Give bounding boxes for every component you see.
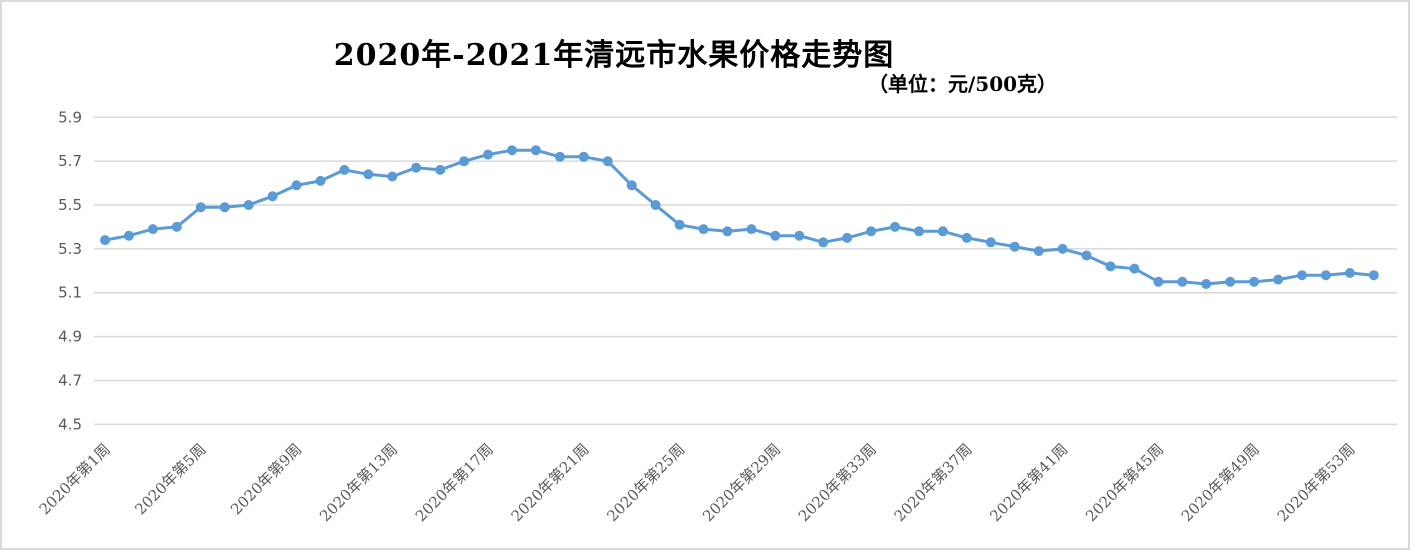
- data-point-marker: [1153, 276, 1164, 287]
- data-point-marker: [435, 164, 446, 175]
- y-tick-label: 4.7: [58, 371, 82, 389]
- x-tick-label: 2020年第53周: [1274, 440, 1359, 525]
- data-point-marker: [123, 230, 134, 241]
- x-tick-label: 2020年第17周: [412, 440, 497, 525]
- data-point-marker: [267, 191, 278, 202]
- data-point-marker: [100, 235, 110, 246]
- x-tick-label: 2020年第49周: [1178, 440, 1263, 525]
- data-point-marker: [530, 145, 541, 156]
- y-tick-label: 5.7: [58, 152, 82, 170]
- data-point-marker: [363, 169, 374, 180]
- data-point-marker: [1057, 243, 1068, 254]
- data-point-marker: [890, 221, 900, 232]
- data-point-marker: [722, 226, 733, 237]
- data-point-marker: [818, 237, 829, 248]
- data-point-marker: [554, 151, 565, 162]
- data-point-marker: [243, 200, 254, 210]
- y-tick-label: 4.5: [58, 415, 82, 433]
- y-axis-tick-labels: 5.9 5.7 5.5 5.3 5.1 4.9 4.7 4.5: [58, 108, 82, 433]
- data-point-marker: [1081, 250, 1092, 261]
- data-point-marker: [1009, 241, 1020, 252]
- data-point-marker: [219, 202, 230, 213]
- data-point-marker: [1368, 270, 1379, 281]
- data-point-marker: [1344, 268, 1355, 278]
- data-point-marker: [1105, 261, 1116, 272]
- data-point-marker: [483, 149, 493, 160]
- data-point-marker: [147, 224, 158, 235]
- x-tick-label: 2020年第1周: [36, 440, 114, 518]
- data-point-marker: [1033, 246, 1044, 257]
- data-point-marker: [626, 180, 637, 191]
- data-point-marker: [411, 162, 422, 173]
- price-series: [100, 145, 1379, 289]
- data-point-marker: [794, 230, 805, 241]
- x-tick-label: 2020年第29周: [699, 440, 784, 525]
- data-point-marker: [1201, 279, 1212, 289]
- data-point-marker: [985, 237, 996, 248]
- y-tick-label: 5.3: [58, 240, 82, 258]
- gridlines: [94, 116, 1397, 426]
- data-point-marker: [507, 145, 517, 156]
- data-point-marker: [195, 202, 206, 213]
- y-tick-label: 5.5: [58, 196, 82, 214]
- data-point-marker: [1249, 276, 1260, 287]
- x-tick-label: 2020年第41周: [986, 440, 1071, 525]
- chart-unit-subtitle: （单位：元/500克）: [868, 72, 1058, 96]
- x-axis-tick-labels: 2020年第1周 2020年第5周 2020年第9周 2020年第13周 2020年第1…: [36, 440, 1359, 525]
- x-tick-label: 2020年第37周: [891, 440, 976, 525]
- data-point-marker: [937, 226, 948, 237]
- data-point-marker: [1297, 270, 1307, 281]
- data-point-marker: [339, 164, 350, 175]
- data-point-marker: [1225, 276, 1236, 287]
- data-point-marker: [602, 156, 613, 167]
- data-point-marker: [171, 221, 182, 232]
- data-point-marker: [914, 226, 924, 237]
- y-tick-label: 5.9: [58, 108, 82, 126]
- data-point-marker: [1177, 276, 1188, 287]
- data-point-marker: [459, 156, 470, 167]
- data-point-marker: [315, 175, 326, 186]
- price-line: [103, 148, 1376, 286]
- data-point-marker: [1320, 270, 1331, 281]
- chart-title: 2020年-2021年清远市水果价格走势图: [333, 38, 895, 73]
- x-tick-label: 2020年第25周: [603, 440, 688, 525]
- data-point-marker: [961, 232, 972, 243]
- y-tick-label: 5.1: [58, 284, 82, 302]
- x-tick-label: 2020年第33周: [795, 440, 880, 525]
- x-tick-label: 2020年第45周: [1082, 440, 1167, 525]
- y-tick-label: 4.9: [58, 328, 82, 346]
- data-point-marker: [578, 151, 589, 162]
- x-tick-label: 2020年第5周: [131, 440, 209, 518]
- data-point-marker: [291, 180, 302, 191]
- data-point-marker: [1129, 263, 1140, 274]
- x-tick-label: 2020年第9周: [227, 440, 305, 518]
- data-point-marker: [698, 224, 709, 235]
- data-point-marker: [770, 230, 781, 241]
- data-point-marker: [842, 232, 853, 243]
- data-point-marker: [866, 226, 877, 237]
- data-point-marker: [1273, 274, 1284, 285]
- data-point-marker: [650, 200, 661, 210]
- data-point-marker: [746, 224, 757, 235]
- data-point-marker: [387, 171, 398, 182]
- data-point-marker: [674, 219, 685, 230]
- x-tick-label: 2020年第13周: [316, 440, 401, 525]
- x-tick-label: 2020年第21周: [508, 440, 593, 525]
